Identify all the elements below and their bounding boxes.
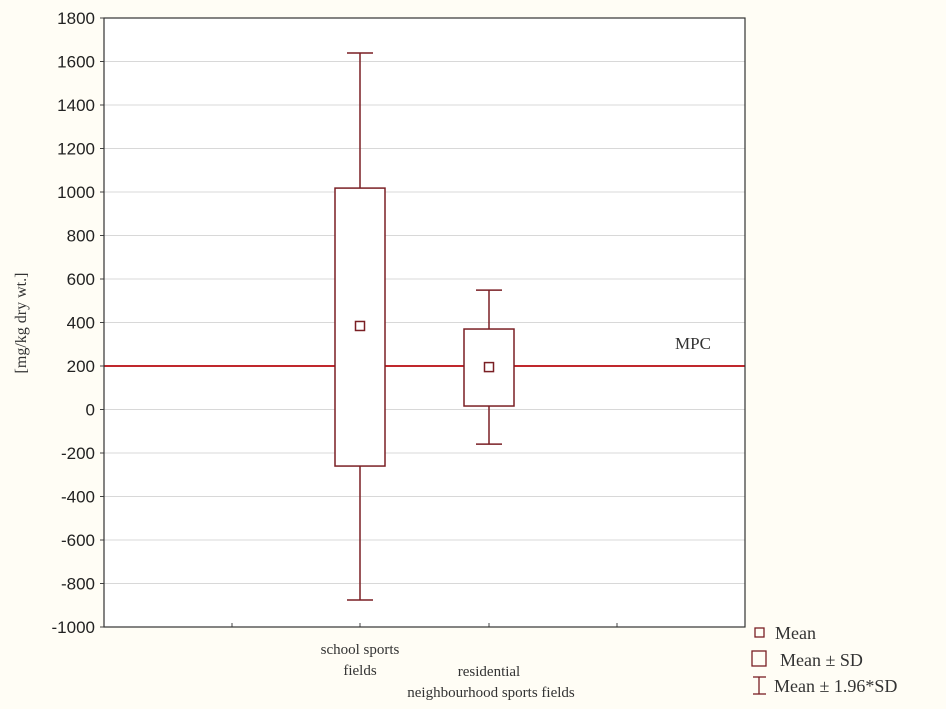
y-tick-label: 1400	[57, 96, 95, 115]
y-tick-label: -1000	[52, 618, 95, 637]
y-tick-label: 0	[86, 401, 95, 420]
x-category-label: fields	[343, 663, 376, 679]
mean-marker	[354, 320, 366, 332]
y-tick-label: 600	[67, 270, 95, 289]
y-tick-label: 1000	[57, 183, 95, 202]
y-tick-label: 1200	[57, 140, 95, 159]
legend-mean-icon	[754, 627, 765, 638]
y-tick-label: -200	[61, 444, 95, 463]
y-tick-label: 800	[67, 227, 95, 246]
y-axis-label: [mg/kg dry wt.]	[13, 273, 30, 374]
x-category-label: neighbourhood sports fields	[407, 685, 575, 701]
y-tick-label: -800	[61, 575, 95, 594]
legend-sd-icon	[751, 650, 767, 667]
y-tick-label: 400	[67, 314, 95, 333]
y-tick-label: 200	[67, 357, 95, 376]
x-category-label: school sports	[321, 642, 400, 658]
y-tick-label: -400	[61, 488, 95, 507]
mean-marker	[483, 361, 495, 373]
mpc-label: MPC	[675, 334, 711, 353]
y-tick-label: 1800	[57, 9, 95, 28]
legend-whisker-label: Mean ± 1.96*SD	[774, 676, 897, 696]
legend-sd-label: Mean ± SD	[780, 650, 863, 670]
legend-mean-label: Mean	[775, 623, 816, 643]
y-tick-label: -600	[61, 531, 95, 550]
plot-frame	[103, 17, 746, 628]
x-category-label: residential	[458, 664, 520, 680]
y-tick-label: 1600	[57, 53, 95, 72]
